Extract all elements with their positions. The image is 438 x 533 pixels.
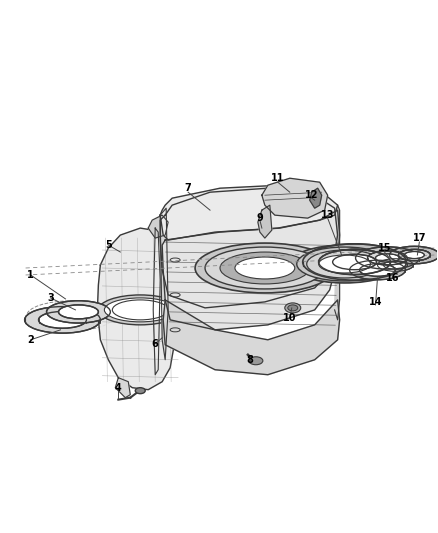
Polygon shape <box>160 188 338 308</box>
Polygon shape <box>335 205 339 320</box>
Ellipse shape <box>25 306 100 333</box>
Text: 13: 13 <box>321 210 334 220</box>
Ellipse shape <box>404 252 424 259</box>
Text: 12: 12 <box>305 190 318 200</box>
Ellipse shape <box>195 243 335 293</box>
Ellipse shape <box>360 264 396 276</box>
Ellipse shape <box>389 246 438 264</box>
Ellipse shape <box>375 254 399 262</box>
Ellipse shape <box>399 249 430 261</box>
Polygon shape <box>310 188 321 208</box>
Polygon shape <box>262 178 328 218</box>
Text: 3: 3 <box>47 293 54 303</box>
Ellipse shape <box>319 249 390 274</box>
Ellipse shape <box>319 255 371 273</box>
Ellipse shape <box>332 254 377 270</box>
Ellipse shape <box>46 301 110 323</box>
Text: 10: 10 <box>283 313 297 323</box>
Ellipse shape <box>378 259 413 271</box>
Polygon shape <box>148 215 168 238</box>
Text: 8: 8 <box>247 355 253 365</box>
Polygon shape <box>97 228 182 390</box>
Text: 17: 17 <box>413 233 426 243</box>
Ellipse shape <box>104 298 176 322</box>
Text: 1: 1 <box>27 270 34 280</box>
Ellipse shape <box>220 252 310 284</box>
Ellipse shape <box>297 247 392 281</box>
Text: 9: 9 <box>257 213 263 223</box>
Text: 14: 14 <box>369 297 382 307</box>
Text: 15: 15 <box>378 243 391 253</box>
Polygon shape <box>163 300 339 375</box>
Ellipse shape <box>384 261 407 269</box>
Ellipse shape <box>350 260 406 280</box>
Polygon shape <box>162 210 339 330</box>
Ellipse shape <box>303 244 406 280</box>
Ellipse shape <box>39 311 86 328</box>
Text: 11: 11 <box>271 173 285 183</box>
Ellipse shape <box>235 257 295 279</box>
Polygon shape <box>115 378 130 398</box>
Ellipse shape <box>288 305 298 311</box>
Ellipse shape <box>205 247 325 289</box>
Text: 6: 6 <box>152 339 159 349</box>
Ellipse shape <box>59 305 99 319</box>
Polygon shape <box>160 185 338 240</box>
Text: 5: 5 <box>105 240 112 250</box>
Text: 2: 2 <box>27 335 34 345</box>
Ellipse shape <box>99 295 182 325</box>
Ellipse shape <box>249 357 263 365</box>
Text: 4: 4 <box>115 383 122 393</box>
Ellipse shape <box>367 251 407 265</box>
Ellipse shape <box>290 245 399 283</box>
Ellipse shape <box>307 250 382 278</box>
Ellipse shape <box>356 247 419 269</box>
Polygon shape <box>258 205 272 238</box>
Polygon shape <box>160 208 168 360</box>
Ellipse shape <box>399 249 430 261</box>
Ellipse shape <box>319 249 390 274</box>
Ellipse shape <box>367 251 407 265</box>
Text: 16: 16 <box>386 273 399 283</box>
Text: 7: 7 <box>185 183 191 193</box>
Ellipse shape <box>285 303 301 313</box>
Ellipse shape <box>135 387 145 394</box>
